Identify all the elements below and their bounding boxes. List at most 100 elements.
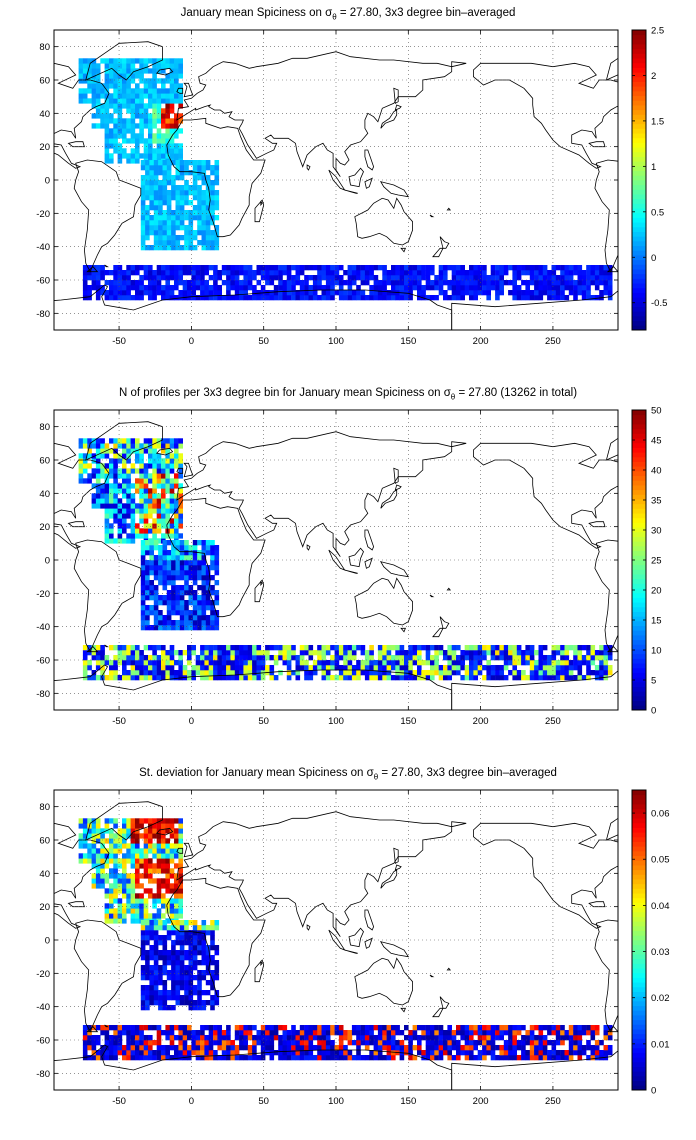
bin-cell — [122, 503, 127, 509]
bin-cell — [78, 73, 84, 79]
bin-cell — [117, 1050, 123, 1056]
bin-cell — [482, 1050, 487, 1056]
bin-cell — [447, 1040, 452, 1046]
bin-cell — [282, 660, 288, 666]
bin-cell — [145, 970, 150, 976]
bin-cell — [104, 523, 110, 529]
bin-cell — [210, 165, 215, 171]
bin-cell — [166, 595, 172, 601]
bin-cell — [165, 888, 170, 894]
bin-cell — [91, 93, 97, 99]
bin-cell — [317, 265, 322, 271]
bin-cell — [140, 240, 146, 246]
bin-cell — [148, 873, 153, 879]
bin-cell — [140, 935, 146, 941]
bin-cell — [421, 290, 426, 296]
bin-cell — [122, 443, 127, 449]
bin-cell — [295, 1055, 301, 1061]
bin-cell — [95, 443, 101, 449]
bin-cell — [113, 838, 118, 844]
bin-cell — [166, 560, 172, 566]
bin-cell — [126, 828, 131, 834]
bin-cell — [386, 1030, 392, 1036]
bin-cell — [438, 265, 444, 271]
bin-cell — [91, 873, 97, 879]
bin-cell — [135, 858, 140, 864]
bin-cell — [143, 275, 149, 281]
bin-cell — [201, 200, 207, 206]
bin-cell — [175, 170, 181, 176]
bin-cell — [145, 550, 150, 556]
bin-cell — [139, 1035, 144, 1041]
bin-cell — [269, 670, 275, 676]
bin-cell — [122, 665, 127, 671]
colorbar-segment — [632, 259, 646, 265]
bin-cell — [555, 660, 561, 666]
bin-cell — [599, 670, 604, 676]
bin-cell — [158, 185, 163, 191]
bin-cell — [140, 195, 146, 201]
bin-cell — [210, 555, 215, 561]
bin-cell — [122, 118, 127, 124]
bin-cell — [171, 190, 176, 196]
bin-cell — [197, 935, 202, 941]
bin-cell — [221, 650, 227, 656]
bin-cell — [152, 665, 157, 671]
bin-cell — [100, 483, 105, 489]
bin-cell — [205, 980, 211, 986]
bin-cell — [214, 200, 220, 206]
bin-cell — [178, 153, 183, 159]
bin-cell — [312, 1030, 318, 1036]
bin-cell — [586, 670, 591, 676]
bin-cell — [201, 920, 207, 926]
bin-cell — [210, 920, 215, 926]
bin-cell — [148, 473, 153, 479]
bin-cell — [175, 990, 181, 996]
bin-cell — [130, 1055, 136, 1061]
bin-cell — [100, 873, 105, 879]
bin-cell — [135, 270, 140, 276]
bin-cell — [226, 660, 231, 666]
bin-cell — [82, 463, 88, 469]
bin-cell — [473, 675, 478, 681]
bin-cell — [182, 1030, 188, 1036]
bin-cell — [113, 290, 118, 296]
bin-cell — [100, 1050, 105, 1056]
colorbar-segment — [632, 611, 646, 617]
bin-cell — [334, 270, 340, 276]
bin-cell — [158, 240, 163, 246]
bin-cell — [282, 1055, 288, 1061]
colorbar-segment — [632, 968, 646, 974]
bin-cell — [153, 560, 159, 566]
bin-cell — [404, 1045, 409, 1051]
bin-cell — [100, 270, 105, 276]
bin-cell — [486, 1025, 491, 1031]
bin-cell — [165, 518, 170, 524]
bin-cell — [512, 1055, 517, 1061]
bin-cell — [139, 660, 144, 666]
bin-cell — [408, 655, 413, 661]
colorbar-segment — [632, 1024, 646, 1030]
bin-cell — [184, 580, 189, 586]
bin-cell — [78, 823, 84, 829]
bin-cell — [130, 483, 136, 489]
y-tick-label: 80 — [39, 802, 50, 813]
bin-cell — [149, 245, 154, 251]
bin-cell — [91, 675, 97, 681]
bin-cell — [161, 270, 166, 276]
bin-cell — [417, 275, 422, 281]
bin-cell — [148, 98, 153, 104]
bin-cell — [351, 275, 357, 281]
bin-cell — [100, 1055, 105, 1061]
bin-cell — [197, 165, 202, 171]
bin-cell — [201, 975, 207, 981]
bin-cell — [153, 970, 159, 976]
bin-cell — [214, 240, 220, 246]
bin-cell — [117, 918, 123, 924]
bin-cell — [473, 1025, 478, 1031]
bin-cell — [174, 863, 179, 869]
bin-cell — [217, 1045, 222, 1051]
bin-cell — [169, 1030, 175, 1036]
bin-cell — [95, 873, 101, 879]
bin-cell — [174, 838, 179, 844]
